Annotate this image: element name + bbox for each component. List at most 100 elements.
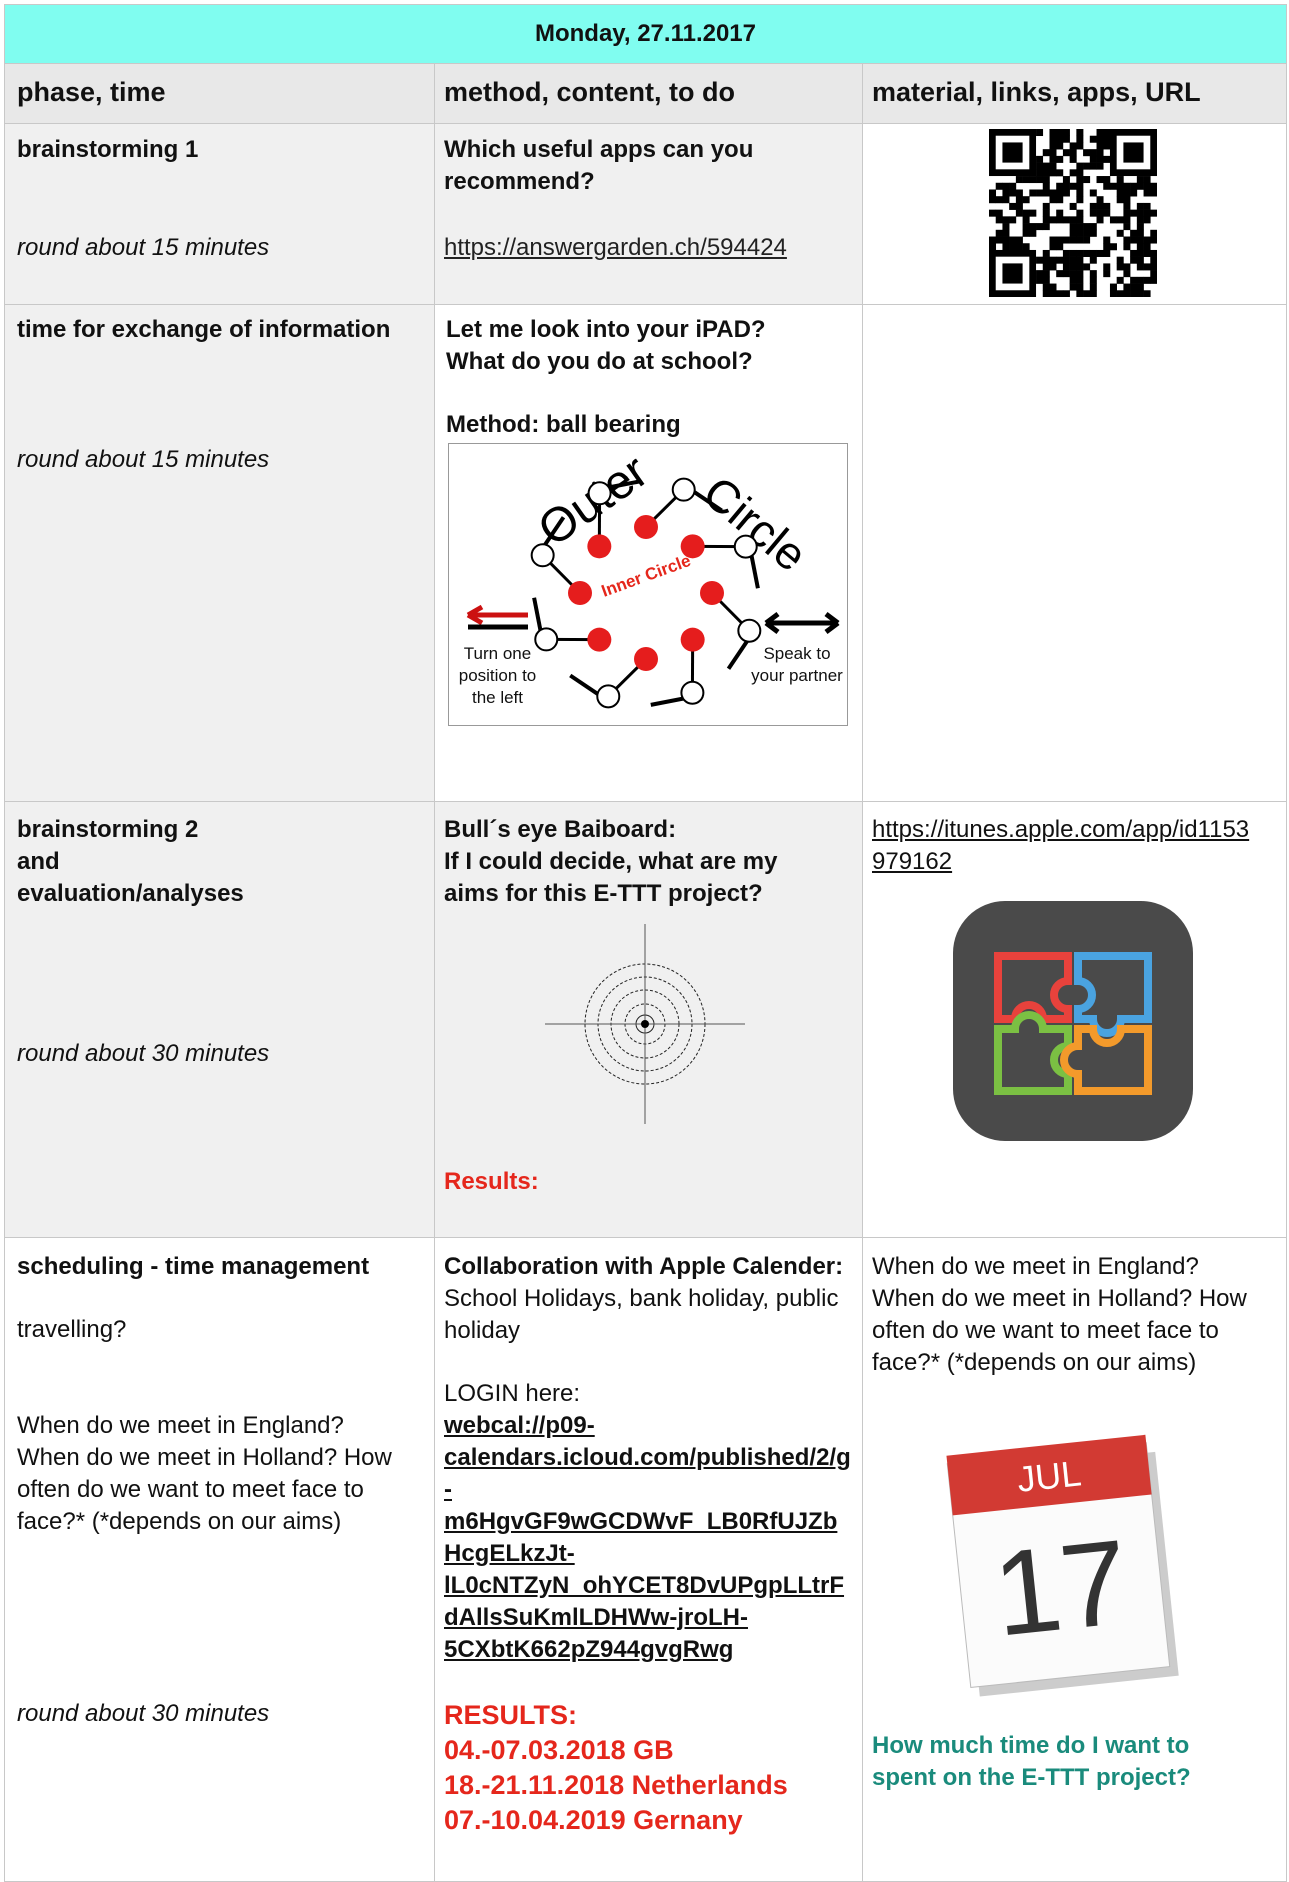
qr-module	[1150, 277, 1157, 284]
inner-person	[587, 628, 611, 652]
outer-person	[535, 628, 557, 650]
qr-module	[1137, 216, 1144, 223]
qr-module	[1144, 277, 1151, 284]
qr-module	[1103, 270, 1110, 277]
cell	[4, 304, 435, 802]
qr-module	[1090, 156, 1097, 163]
qr-module	[1063, 216, 1070, 223]
qr-module	[1090, 163, 1097, 170]
qr-module	[1150, 257, 1157, 264]
qr-code	[989, 129, 1157, 297]
qr-module	[1097, 142, 1104, 149]
qr-module	[1130, 189, 1137, 196]
qr-module	[1056, 237, 1063, 244]
qr-module	[1097, 156, 1104, 163]
qr-module	[1090, 277, 1097, 284]
qr-module	[1063, 237, 1070, 244]
qr-module	[1123, 237, 1130, 244]
qr-module	[1049, 284, 1056, 291]
qr-module	[1036, 223, 1043, 230]
qr-module	[1150, 210, 1157, 217]
qr-module	[1036, 277, 1043, 284]
qr-module	[1117, 216, 1124, 223]
qr-module	[1016, 176, 1023, 183]
qr-module	[1083, 163, 1090, 170]
qr-module	[1070, 183, 1077, 190]
qr-finder	[1002, 142, 1022, 162]
qr-module	[1123, 263, 1130, 270]
qr-module	[1076, 237, 1083, 244]
qr-module	[1002, 189, 1009, 196]
qr-module	[1070, 223, 1077, 230]
qr-module	[1036, 163, 1043, 170]
qr-module	[1137, 290, 1144, 297]
qr-module	[996, 237, 1003, 244]
qr-module	[1083, 149, 1090, 156]
qr-module	[1123, 183, 1130, 190]
qr-module	[1137, 263, 1144, 270]
qr-module	[1130, 210, 1137, 217]
inner-person	[634, 515, 658, 539]
qr-module	[1049, 196, 1056, 203]
qr-module	[1137, 257, 1144, 264]
qr-module	[1076, 210, 1083, 217]
results: Results:	[444, 1166, 539, 1198]
qr-module	[1144, 210, 1151, 217]
qr-module	[1090, 223, 1097, 230]
qr-module	[1009, 203, 1016, 210]
qr-module	[1123, 290, 1130, 297]
qr-module	[1083, 290, 1090, 297]
qr-module	[1063, 149, 1070, 156]
qr-module	[1023, 210, 1030, 217]
qr-module	[1002, 243, 1009, 250]
qr-module	[1049, 129, 1056, 136]
qr-module	[1063, 250, 1070, 257]
qr-module	[1130, 237, 1137, 244]
qr-module	[1043, 250, 1050, 257]
qr-module	[1009, 237, 1016, 244]
qr-module	[1090, 136, 1097, 143]
link[interactable]: https://itunes.apple.com/app/id115397916…	[872, 814, 1252, 878]
qr-module	[1103, 129, 1110, 136]
qr-module	[1097, 210, 1104, 217]
qr-module	[1049, 156, 1056, 163]
qr-module	[1110, 290, 1117, 297]
month: JUL	[1015, 1452, 1083, 1499]
url[interactable]: webcal://p09-calendars.icloud.com/publis…	[444, 1410, 852, 1666]
qr-module	[1144, 189, 1151, 196]
link[interactable]: https://answergarden.ch/594424	[444, 232, 787, 264]
qr-module	[1103, 237, 1110, 244]
qr-module	[1002, 216, 1009, 223]
qr-module	[1036, 169, 1043, 176]
qr-module	[1070, 277, 1077, 284]
qr-module	[1049, 189, 1056, 196]
qr-module	[996, 196, 1003, 203]
qr-module	[1090, 189, 1097, 196]
column-header: material, links, apps, URL	[872, 76, 1201, 108]
qr-module	[1130, 183, 1137, 190]
results: 04.-07.03.2018 GB	[444, 1733, 674, 1768]
qr-module	[1117, 176, 1124, 183]
qr-module	[1076, 176, 1083, 183]
qr-module	[1097, 203, 1104, 210]
qr-module	[1076, 250, 1083, 257]
qr-module	[1070, 230, 1077, 237]
qr-module	[1083, 250, 1090, 257]
qr-module	[1150, 237, 1157, 244]
qr-module	[1137, 237, 1144, 244]
outer-person	[738, 620, 760, 642]
qr-module	[1117, 290, 1124, 297]
qr-module	[1137, 203, 1144, 210]
qr-module	[1009, 183, 1016, 190]
qr-module	[1070, 142, 1077, 149]
qr-module	[1036, 176, 1043, 183]
qr-module	[1070, 156, 1077, 163]
qr-module	[1043, 263, 1050, 270]
qr-module	[1070, 284, 1077, 291]
qr-module	[1103, 176, 1110, 183]
qr-module	[1049, 216, 1056, 223]
qr-finder	[1002, 263, 1022, 283]
qr-module	[1117, 230, 1124, 237]
qr-module	[1076, 189, 1083, 196]
qr-module	[1049, 142, 1056, 149]
